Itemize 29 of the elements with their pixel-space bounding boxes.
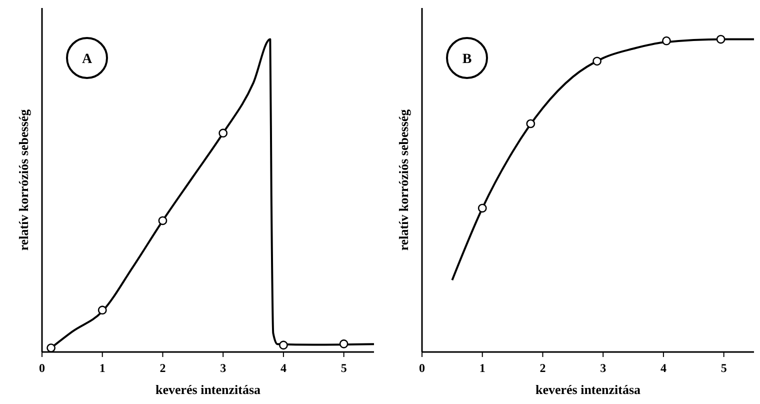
point (662, 36, 671, 46)
y-axis-title: relatív korróziós sebesség (396, 108, 411, 251)
point (592, 56, 602, 66)
x-tick-label: 0 (419, 361, 425, 375)
point (218, 128, 228, 138)
point (478, 204, 487, 213)
point (526, 119, 536, 128)
x-tick-label: 5 (340, 361, 347, 375)
x-tick-label: 5 (720, 361, 727, 375)
point (716, 34, 726, 44)
point (279, 340, 288, 350)
x-tick-label: 4 (280, 361, 286, 375)
point (98, 306, 107, 315)
annotation: A (82, 52, 93, 67)
x-tick-label: 2 (540, 361, 546, 375)
annotation: B (462, 52, 472, 67)
point (339, 339, 348, 348)
point (46, 343, 56, 352)
x-tick-label: 4 (660, 361, 666, 375)
x-tick-label: 3 (600, 361, 606, 375)
x-tick-label: 1 (479, 361, 486, 375)
x-axis-title: keverés intenzitása (155, 382, 262, 397)
y-axis-title: relatív korróziós sebesség (16, 108, 31, 251)
x-tick-label: 1 (99, 361, 106, 375)
x-tick-label: 0 (39, 361, 45, 375)
x-axis-title: keverés intenzitása (535, 382, 642, 397)
x-tick-label: 2 (160, 361, 166, 375)
x-tick-label: 3 (220, 361, 226, 375)
point (158, 216, 168, 226)
